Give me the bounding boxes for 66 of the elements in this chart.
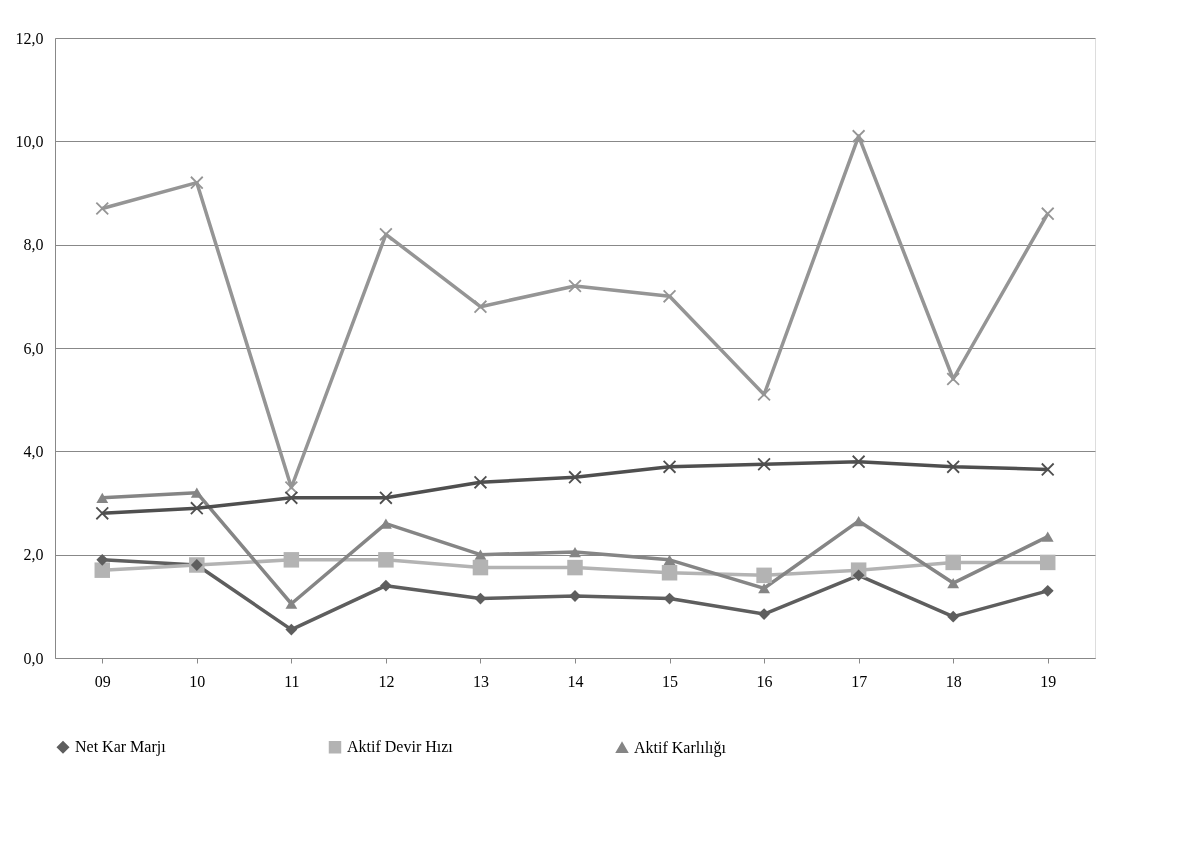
- y-tick-label: 12,0: [15, 29, 44, 47]
- point: [1040, 462, 1055, 477]
- point: [758, 583, 771, 594]
- point: [1041, 531, 1054, 542]
- y-tick-label: 4,0: [23, 442, 44, 460]
- point: [95, 506, 110, 521]
- x-tick-label: 11: [284, 672, 300, 690]
- point: [190, 487, 203, 498]
- point: [947, 577, 960, 589]
- point: [851, 129, 866, 143]
- point: [757, 387, 771, 402]
- legend-label: Aktif Karlılığı: [634, 738, 727, 757]
- point: [95, 201, 110, 216]
- point: [474, 549, 487, 560]
- x-tick-label: 09: [94, 672, 111, 690]
- point: [1039, 554, 1056, 571]
- y-tick-label: 0,0: [23, 649, 44, 667]
- point: [947, 610, 960, 623]
- y-tick-label: 6,0: [23, 339, 44, 357]
- point: [757, 457, 771, 472]
- point: [946, 460, 960, 474]
- point: [661, 565, 678, 581]
- point: [190, 175, 204, 190]
- point: [1041, 584, 1054, 597]
- x-tick-label: 19: [1040, 672, 1057, 690]
- point: [94, 562, 111, 578]
- point: [758, 608, 771, 620]
- point: [662, 460, 677, 474]
- point: [852, 569, 865, 582]
- x-tick-label: 13: [472, 672, 489, 690]
- y-tick-label: 2,0: [23, 546, 44, 564]
- point: [472, 559, 489, 576]
- point: [283, 552, 300, 568]
- point: [756, 567, 772, 584]
- point: [379, 227, 393, 242]
- x-tick-label: 18: [945, 672, 962, 690]
- point: [284, 480, 299, 495]
- legend-label: Net Kar Marjı: [75, 738, 167, 757]
- y-tick-label: 10,0: [15, 132, 44, 150]
- x-tick-label: 12: [378, 672, 395, 690]
- point: [569, 546, 581, 558]
- x-tick-label: 17: [851, 672, 868, 690]
- point: [473, 475, 488, 490]
- point: [945, 554, 961, 571]
- point: [473, 299, 488, 314]
- point: [378, 552, 394, 568]
- point: [851, 454, 866, 469]
- point: [568, 279, 582, 293]
- x-tick-label: 14: [567, 672, 584, 690]
- y-tick-label: 8,0: [23, 236, 44, 254]
- point: [1040, 206, 1055, 221]
- point: [285, 598, 298, 609]
- point: [284, 491, 299, 505]
- legend-label: Aktif Devir Hızı: [347, 738, 454, 756]
- point: [96, 492, 109, 503]
- point: [662, 289, 677, 304]
- point: [190, 501, 204, 515]
- point: [379, 491, 393, 505]
- point: [568, 470, 582, 484]
- point: [567, 559, 583, 576]
- x-tick-label: 10: [189, 672, 206, 690]
- point: [379, 579, 392, 592]
- point: [946, 372, 960, 386]
- x-tick-label: 16: [756, 672, 773, 690]
- x-tick-label: 15: [662, 672, 679, 690]
- point: [285, 623, 298, 636]
